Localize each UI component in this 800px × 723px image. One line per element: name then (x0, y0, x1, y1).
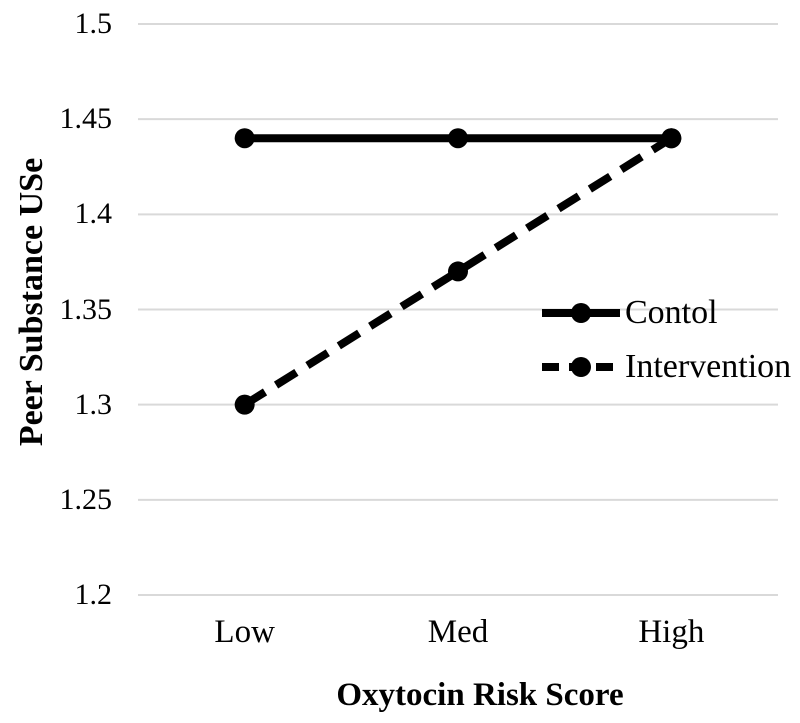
x-axis-category-label: Med (427, 614, 489, 650)
legend: Contol Intervention (540, 286, 791, 394)
legend-label-intervention: Intervention (625, 348, 792, 385)
y-axis-tick-label: 1.3 (74, 387, 113, 421)
y-axis-tick-label: 1.25 (59, 482, 113, 516)
series-line-intervention (242, 134, 674, 409)
x-axis-category-label: High (638, 614, 705, 650)
y-axis-tick-label: 1.45 (59, 102, 113, 136)
legend-item-control: Contol (540, 286, 791, 340)
y-axis-tick-label: 1.2 (74, 578, 113, 611)
y-axis-tick-label: 1.4 (74, 197, 113, 231)
y-axis-tick-label: 1.5 (74, 7, 113, 40)
x-axis-category-label: Low (214, 614, 275, 650)
legend-label-control: Contol (625, 294, 718, 331)
x-axis-title: Oxytocin Risk Score (336, 677, 624, 713)
solid-line-marker-icon (542, 303, 620, 323)
data-point-marker-intervention (661, 128, 682, 149)
legend-item-intervention: Intervention (540, 340, 791, 394)
data-point-marker-intervention (448, 261, 468, 282)
data-point-marker-contol (448, 128, 468, 149)
dashed-line-marker-icon (542, 357, 620, 377)
y-axis-tick-label: 1.35 (59, 292, 113, 326)
data-point-marker-intervention (234, 394, 255, 415)
data-point-marker-contol (234, 128, 255, 149)
